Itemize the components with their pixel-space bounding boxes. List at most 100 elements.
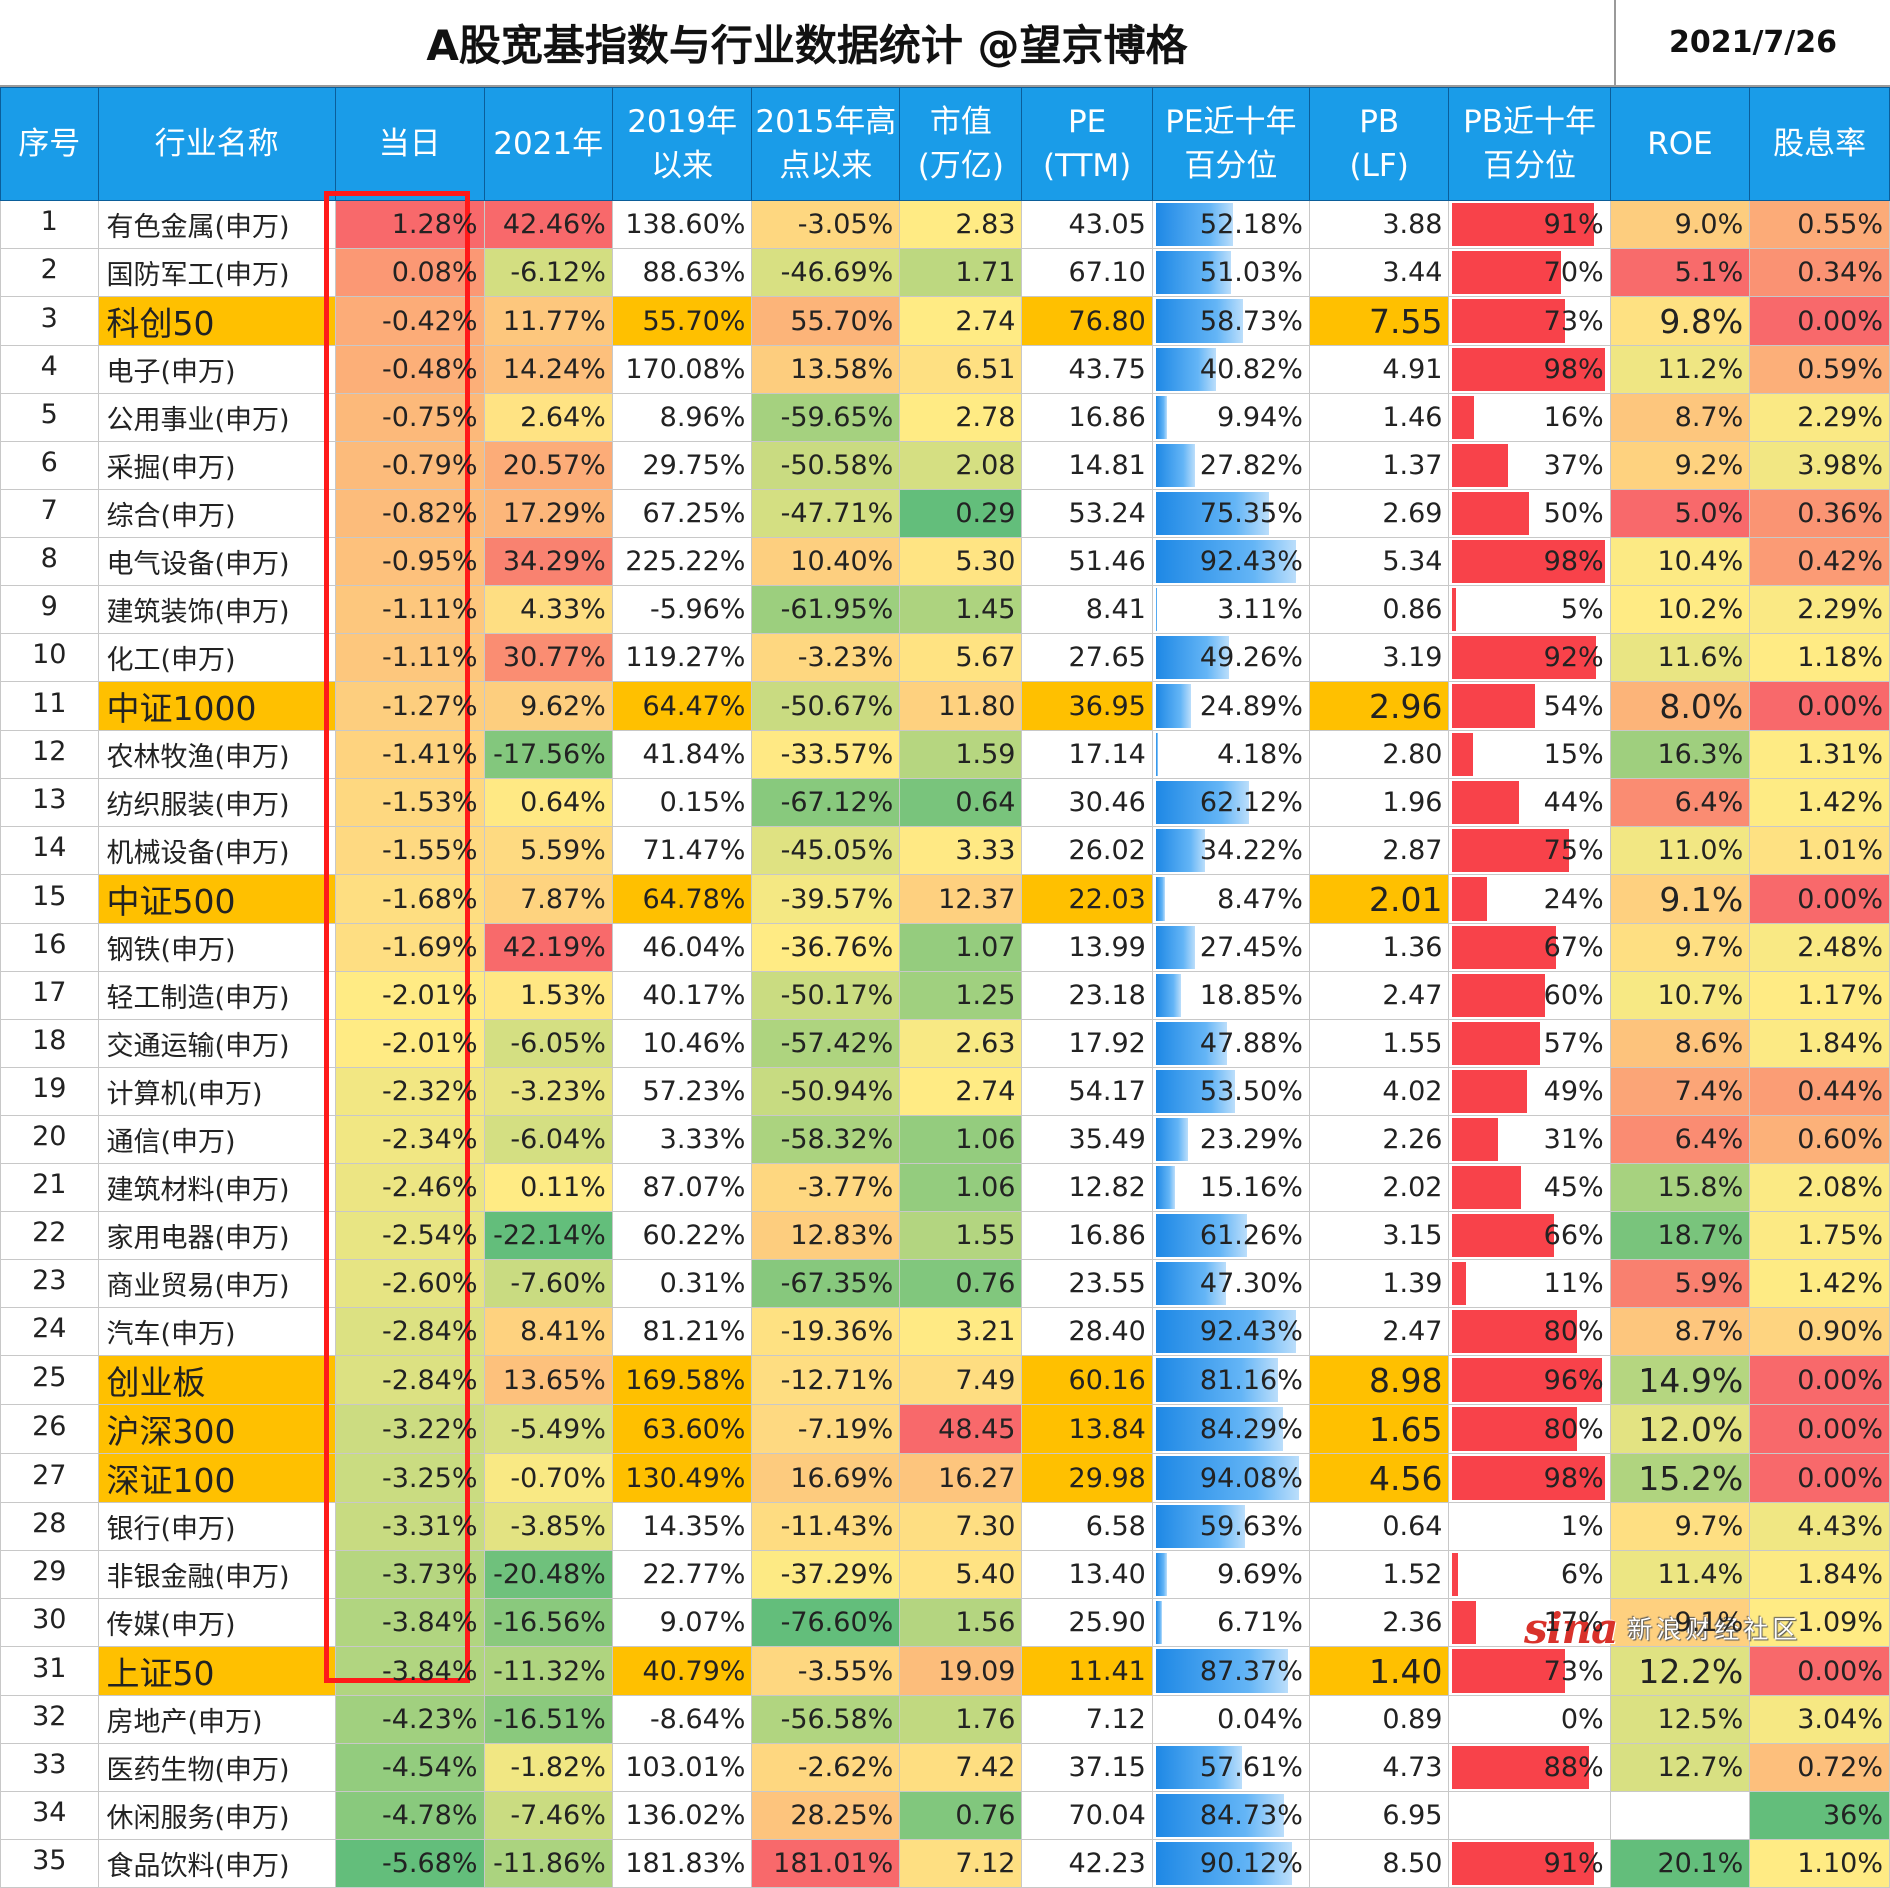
cell-since-2019[interactable]: 64.78% [611,874,753,924]
cell-market-cap[interactable]: 3.21 [899,1307,1023,1356]
cell-market-cap[interactable]: 7.12 [899,1839,1023,1888]
cell-dividend[interactable]: 1.84% [1749,1550,1890,1599]
cell-pe[interactable]: 26.02 [1021,826,1153,875]
cell-pb[interactable]: 8.50 [1308,1839,1450,1888]
cell-pe-percentile[interactable]: 94.08% [1151,1453,1310,1503]
cell-pb-percentile[interactable]: 67% [1448,923,1611,972]
cell-index[interactable]: 3 [0,296,99,346]
cell-pe[interactable]: 28.40 [1021,1307,1153,1356]
cell-pb-percentile[interactable]: 91% [1448,200,1611,249]
cell-pe[interactable]: 13.84 [1021,1404,1153,1454]
cell-dividend[interactable]: 3.98% [1749,441,1890,490]
cell-roe[interactable]: 9.0% [1609,200,1751,249]
cell-pe[interactable]: 76.80 [1021,296,1153,346]
cell-dividend[interactable]: 3.04% [1749,1695,1890,1744]
cell-since-2019[interactable]: 87.07% [611,1163,753,1212]
cell-pe-percentile[interactable]: 62.12% [1151,778,1310,827]
cell-roe[interactable]: 8.6% [1609,1019,1751,1068]
cell-dividend[interactable]: 1.10% [1749,1839,1890,1888]
cell-pb-percentile[interactable]: 17% [1448,1598,1611,1647]
cell-pb-percentile[interactable]: 70% [1448,248,1611,297]
cell-daily[interactable]: -3.22% [334,1404,485,1454]
cell-market-cap[interactable]: 1.07 [899,923,1023,972]
cell-pe[interactable]: 6.58 [1021,1502,1153,1551]
cell-pb-percentile[interactable]: 16% [1448,393,1611,442]
cell-pe-percentile[interactable]: 47.30% [1151,1259,1310,1308]
cell-industry[interactable]: 中证500 [97,874,336,924]
cell-pb[interactable]: 2.36 [1308,1598,1450,1647]
cell-since-2015[interactable]: -61.95% [751,585,901,634]
cell-roe[interactable]: 9.1% [1609,1598,1751,1647]
cell-market-cap[interactable]: 2.78 [899,393,1023,442]
cell-index[interactable]: 29 [0,1550,99,1599]
cell-roe[interactable]: 10.7% [1609,971,1751,1020]
cell-dividend[interactable]: 4.43% [1749,1502,1890,1551]
cell-index[interactable]: 12 [0,730,99,779]
cell-since-2019[interactable]: 10.46% [611,1019,753,1068]
cell-pb[interactable]: 1.39 [1308,1259,1450,1308]
cell-daily[interactable]: -0.82% [334,489,485,538]
cell-pe[interactable]: 30.46 [1021,778,1153,827]
cell-market-cap[interactable]: 0.64 [899,778,1023,827]
cell-pb[interactable]: 3.15 [1308,1211,1450,1260]
cell-market-cap[interactable]: 5.40 [899,1550,1023,1599]
cell-pe[interactable]: 17.14 [1021,730,1153,779]
cell-pe-percentile[interactable]: 23.29% [1151,1115,1310,1164]
cell-2021[interactable]: 0.64% [483,778,613,827]
cell-pe[interactable]: 23.18 [1021,971,1153,1020]
cell-index[interactable]: 34 [0,1791,99,1840]
cell-market-cap[interactable]: 1.56 [899,1598,1023,1647]
cell-industry[interactable]: 家用电器(申万) [97,1211,336,1260]
cell-pe-percentile[interactable]: 81.16% [1151,1355,1310,1405]
cell-index[interactable]: 23 [0,1259,99,1308]
cell-2021[interactable]: 8.41% [483,1307,613,1356]
cell-2021[interactable]: -5.49% [483,1404,613,1454]
cell-index[interactable]: 26 [0,1404,99,1454]
cell-pb[interactable]: 1.52 [1308,1550,1450,1599]
cell-since-2015[interactable]: 13.58% [751,345,901,394]
cell-daily[interactable]: -1.11% [334,633,485,682]
cell-2021[interactable]: 17.29% [483,489,613,538]
cell-daily[interactable]: -3.73% [334,1550,485,1599]
cell-industry[interactable]: 创业板 [97,1355,336,1405]
cell-industry[interactable]: 通信(申万) [97,1115,336,1164]
cell-since-2015[interactable]: -67.35% [751,1259,901,1308]
cell-index[interactable]: 19 [0,1067,99,1116]
cell-pe[interactable]: 16.86 [1021,393,1153,442]
cell-since-2019[interactable]: 3.33% [611,1115,753,1164]
cell-daily[interactable]: -2.84% [334,1307,485,1356]
cell-index[interactable]: 1 [0,200,99,249]
cell-since-2019[interactable]: 136.02% [611,1791,753,1840]
cell-market-cap[interactable]: 11.80 [899,681,1023,731]
cell-dividend[interactable]: 0.00% [1749,1646,1890,1696]
cell-daily[interactable]: -1.41% [334,730,485,779]
cell-daily[interactable]: 0.08% [334,248,485,297]
cell-since-2019[interactable]: 225.22% [611,537,753,586]
cell-index[interactable]: 21 [0,1163,99,1212]
cell-since-2015[interactable]: -45.05% [751,826,901,875]
cell-daily[interactable]: -0.79% [334,441,485,490]
cell-since-2019[interactable]: -8.64% [611,1695,753,1744]
cell-index[interactable]: 25 [0,1355,99,1405]
cell-market-cap[interactable]: 2.74 [899,1067,1023,1116]
cell-pe-percentile[interactable]: 47.88% [1151,1019,1310,1068]
cell-industry[interactable]: 科创50 [97,296,336,346]
cell-market-cap[interactable]: 1.06 [899,1163,1023,1212]
cell-index[interactable]: 4 [0,345,99,394]
cell-roe[interactable]: 5.0% [1609,489,1751,538]
cell-roe[interactable]: 6.4% [1609,1115,1751,1164]
cell-pe-percentile[interactable]: 53.50% [1151,1067,1310,1116]
cell-pe[interactable]: 13.99 [1021,923,1153,972]
cell-industry[interactable]: 商业贸易(申万) [97,1259,336,1308]
cell-2021[interactable]: -17.56% [483,730,613,779]
cell-2021[interactable]: 2.64% [483,393,613,442]
cell-roe[interactable]: 16.3% [1609,730,1751,779]
cell-daily[interactable]: -0.75% [334,393,485,442]
cell-pe-percentile[interactable]: 34.22% [1151,826,1310,875]
cell-pe-percentile[interactable]: 75.35% [1151,489,1310,538]
cell-market-cap[interactable]: 7.42 [899,1743,1023,1792]
cell-market-cap[interactable]: 1.55 [899,1211,1023,1260]
cell-since-2019[interactable]: 22.77% [611,1550,753,1599]
cell-pb-percentile[interactable]: 49% [1448,1067,1611,1116]
cell-pb[interactable]: 0.64 [1308,1502,1450,1551]
